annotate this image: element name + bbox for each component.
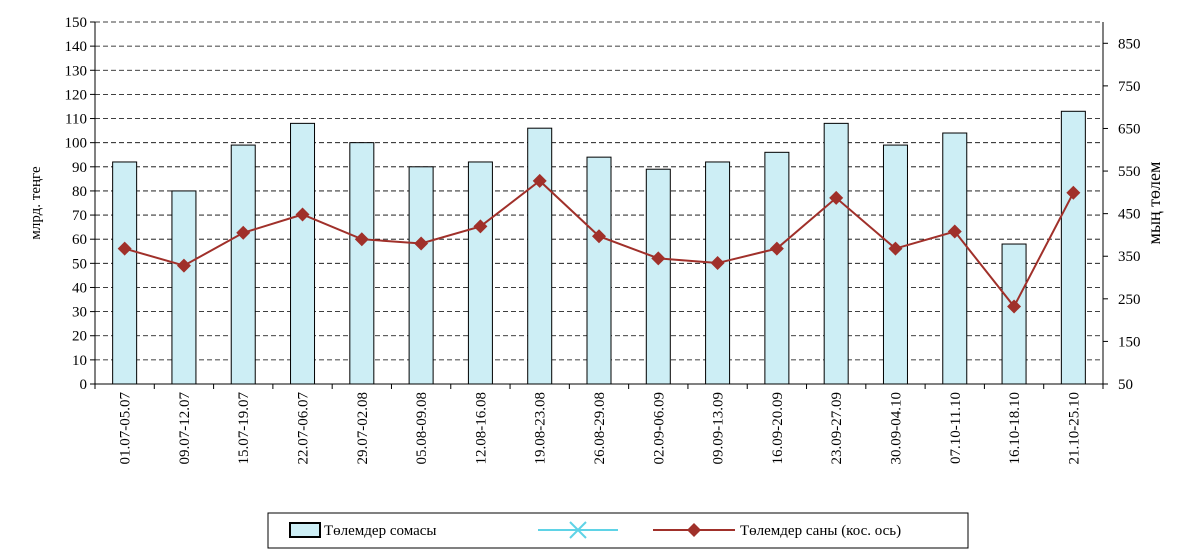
legend-label: Төлемдер саны (кос. ось) bbox=[740, 523, 901, 539]
line-marker bbox=[651, 251, 666, 266]
line-marker bbox=[117, 241, 132, 256]
line-marker bbox=[176, 258, 191, 273]
x-tick-label: 23.09-27.09 bbox=[829, 392, 845, 465]
line-marker bbox=[236, 225, 251, 240]
y2-tick-label: 650 bbox=[1118, 121, 1141, 137]
x-tick-label: 09.07-12.07 bbox=[177, 392, 193, 465]
x-tick-label: 22.07-06.07 bbox=[296, 392, 312, 465]
x-tick-label: 15.07-19.07 bbox=[236, 392, 252, 465]
bar bbox=[705, 161, 731, 385]
x-tick-label: 09.09-13.09 bbox=[711, 392, 727, 465]
y2-tick-label: 850 bbox=[1118, 36, 1141, 52]
y-tick-label: 0 bbox=[80, 377, 88, 393]
x-tick-label: 12.08-16.08 bbox=[473, 392, 489, 465]
y-tick-label: 130 bbox=[65, 63, 88, 79]
line-marker bbox=[1066, 185, 1081, 200]
x-tick-label: 30.09-04.10 bbox=[888, 392, 904, 465]
line-marker bbox=[532, 173, 547, 188]
x-tick-label: 01.07-05.07 bbox=[118, 392, 134, 465]
y-tick-label: 70 bbox=[72, 208, 87, 224]
line-marker bbox=[414, 236, 429, 251]
bar bbox=[467, 161, 493, 385]
y-tick-label: 100 bbox=[65, 136, 88, 152]
y2-tick-label: 350 bbox=[1118, 249, 1141, 265]
y2-tick-label: 50 bbox=[1118, 377, 1133, 393]
line-marker bbox=[769, 241, 784, 256]
line-marker bbox=[947, 224, 962, 239]
legend-label: Төлемдер сомасы bbox=[324, 523, 437, 539]
bar bbox=[349, 142, 375, 385]
y-tick-label: 140 bbox=[65, 39, 88, 55]
y2-axis-title: мың төлем bbox=[1144, 162, 1164, 245]
x-tick-label: 07.10-11.10 bbox=[948, 392, 964, 464]
bar bbox=[112, 161, 138, 385]
line-marker bbox=[354, 232, 369, 247]
y-tick-label: 10 bbox=[72, 353, 87, 369]
y-tick-label: 110 bbox=[65, 112, 87, 128]
y-tick-label: 40 bbox=[72, 280, 87, 296]
legend-swatch bbox=[687, 523, 701, 537]
y2-tick-label: 150 bbox=[1118, 334, 1141, 350]
line-marker bbox=[829, 190, 844, 205]
bar bbox=[527, 127, 553, 385]
line-marker bbox=[592, 229, 606, 244]
y2-tick-label: 450 bbox=[1118, 207, 1141, 223]
x-tick-label: 16.10-18.10 bbox=[1007, 392, 1023, 465]
bar bbox=[1060, 110, 1086, 385]
y2-tick-label: 550 bbox=[1118, 164, 1141, 180]
x-tick-label: 29.07-02.08 bbox=[355, 392, 371, 465]
y-tick-label: 50 bbox=[72, 256, 87, 272]
x-tick-label: 05.08-09.08 bbox=[414, 392, 430, 465]
bar bbox=[586, 156, 612, 385]
legend-swatch bbox=[569, 521, 587, 539]
bar bbox=[882, 144, 908, 385]
x-tick-label: 19.08-23.08 bbox=[533, 392, 549, 465]
y-tick-label: 20 bbox=[72, 329, 87, 345]
y2-tick-label: 250 bbox=[1118, 292, 1141, 308]
bar bbox=[823, 122, 849, 385]
bar bbox=[230, 144, 256, 385]
bar bbox=[1001, 243, 1027, 385]
bar bbox=[290, 122, 316, 385]
legend-swatch bbox=[289, 522, 321, 538]
line-marker bbox=[888, 241, 903, 256]
y-axis-title: млрд. теңге bbox=[28, 166, 44, 240]
y-tick-label: 60 bbox=[72, 232, 87, 248]
x-tick-label: 21.10-25.10 bbox=[1066, 392, 1082, 465]
y-tick-label: 90 bbox=[72, 160, 87, 176]
y-tick-label: 150 bbox=[65, 15, 88, 31]
x-tick-label: 16.09-20.09 bbox=[770, 392, 786, 465]
y-tick-label: 120 bbox=[65, 87, 88, 103]
bar bbox=[942, 132, 968, 385]
bar bbox=[764, 151, 790, 385]
line-marker bbox=[295, 207, 310, 222]
bar bbox=[171, 190, 197, 385]
bar bbox=[645, 168, 671, 385]
y-tick-label: 30 bbox=[72, 305, 87, 321]
y-tick-label: 80 bbox=[72, 184, 87, 200]
line-marker bbox=[473, 219, 488, 234]
line-marker bbox=[1007, 299, 1022, 314]
y2-tick-label: 750 bbox=[1118, 79, 1141, 95]
x-tick-label: 02.09-06.09 bbox=[651, 392, 667, 465]
bar bbox=[408, 166, 434, 385]
x-tick-label: 26.08-29.08 bbox=[592, 392, 608, 465]
line-marker bbox=[710, 256, 725, 271]
